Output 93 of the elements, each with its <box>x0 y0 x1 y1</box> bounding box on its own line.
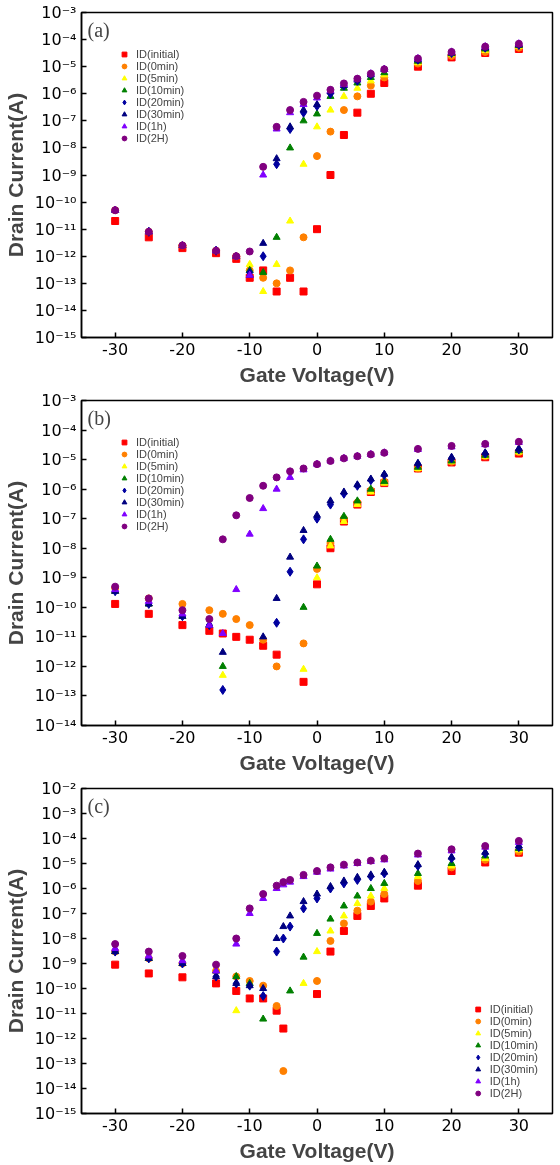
x-tick-label: -30 <box>102 727 129 747</box>
y-tick-label: 10⁻⁶ <box>41 84 77 104</box>
y-tick-label: 10⁻¹⁵ <box>34 1104 77 1123</box>
legend-label: ID(2H) <box>136 520 169 532</box>
legend-label: ID(2H) <box>136 132 169 144</box>
y-tick-label: 10⁻⁸ <box>41 929 77 948</box>
x-tick-label: -30 <box>102 1115 129 1135</box>
y-tick-label: 10⁻⁸ <box>41 538 77 558</box>
y-tick-label: 10⁻¹² <box>34 1029 77 1048</box>
y-tick-label: 10⁻⁴ <box>41 30 77 50</box>
y-tick-label: 10⁻⁹ <box>41 954 77 973</box>
x-tick-label: -20 <box>169 1115 196 1135</box>
y-tick-label: 10⁻¹³ <box>34 1054 77 1073</box>
x-tick-label: 20 <box>441 727 462 747</box>
y-tick-label: 10⁻¹² <box>34 656 77 676</box>
legend-label: ID(30min) <box>136 496 185 508</box>
y-tick-label: 10⁻⁷ <box>41 111 77 131</box>
legend-label: ID(1h) <box>136 120 167 132</box>
legend-label: ID(0min) <box>489 1015 532 1027</box>
x-tick-label: 30 <box>508 1115 530 1135</box>
legend-label: ID(30min) <box>489 1063 538 1075</box>
x-tick-label: -30 <box>102 339 129 359</box>
legend-label: ID(5min) <box>489 1027 532 1039</box>
y-tick-label: 10⁻¹¹ <box>34 1004 77 1023</box>
y-tick-label: 10⁻⁴ <box>41 829 77 848</box>
legend-label: ID(20min) <box>136 96 185 108</box>
y-tick-label: 10⁻² <box>41 779 77 798</box>
y-tick-label: 10⁻⁷ <box>41 509 77 529</box>
annotation: (c) <box>87 794 110 818</box>
legend-label: ID(initial) <box>136 436 180 448</box>
legend-label: ID(20min) <box>489 1051 538 1063</box>
x-tick-label: -20 <box>169 339 196 359</box>
x-tick-label: 0 <box>311 1115 323 1135</box>
y-axis-title: Drain Current(A) <box>3 92 27 258</box>
y-tick-label: 10⁻¹⁴ <box>34 300 77 320</box>
y-tick-label: 10⁻¹¹ <box>34 219 77 239</box>
y-tick-label: 10⁻¹⁵ <box>34 328 77 347</box>
annotation: (b) <box>87 406 111 430</box>
x-tick-label: -10 <box>236 727 263 747</box>
y-tick-label: 10⁻¹⁰ <box>34 597 77 617</box>
legend-label: ID(5min) <box>136 72 179 84</box>
y-tick-label: 10⁻⁵ <box>41 854 77 873</box>
y-axis-title: Drain Current(A) <box>3 868 27 1034</box>
x-tick-label: 0 <box>311 339 323 359</box>
legend-label: ID(initial) <box>489 1003 534 1015</box>
x-tick-label: 20 <box>441 1115 462 1135</box>
legend-label: ID(20min) <box>136 484 185 496</box>
legend-label: ID(30min) <box>136 108 185 120</box>
x-tick-label: 20 <box>441 339 462 359</box>
y-tick-label: 10⁻⁶ <box>41 479 77 499</box>
y-tick-label: 10⁻⁶ <box>41 879 77 898</box>
legend-label: ID(0min) <box>136 448 179 460</box>
legend-label: ID(1h) <box>136 508 167 520</box>
x-tick-label: -10 <box>236 1115 263 1135</box>
x-tick-label: 30 <box>508 727 530 747</box>
y-tick-label: 10⁻¹³ <box>34 273 77 293</box>
y-tick-label: 10⁻⁷ <box>41 904 77 923</box>
legend-label: ID(initial) <box>136 48 180 60</box>
legend-label: ID(1h) <box>489 1075 521 1087</box>
legend-label: ID(10min) <box>489 1039 538 1051</box>
y-tick-label: 10⁻¹⁴ <box>34 1079 77 1098</box>
x-axis-title: Gate Voltage(V) <box>239 362 395 386</box>
x-tick-label: 10 <box>374 727 395 747</box>
legend-label: ID(0min) <box>136 60 179 72</box>
y-tick-label: 10⁻⁹ <box>41 568 77 588</box>
y-axis-title: Drain Current(A) <box>3 480 27 646</box>
y-tick-label: 10⁻¹⁰ <box>34 192 77 212</box>
x-tick-label: -20 <box>169 727 196 747</box>
y-tick-label: 10⁻⁵ <box>41 57 77 77</box>
legend-label: ID(2H) <box>489 1087 523 1099</box>
x-tick-label: 0 <box>311 727 323 747</box>
x-tick-label: -10 <box>236 339 263 359</box>
legend-label: ID(10min) <box>136 472 185 484</box>
y-tick-label: 10⁻⁹ <box>41 165 77 185</box>
annotation: (a) <box>87 18 110 42</box>
y-tick-label: 10⁻³ <box>41 391 77 410</box>
y-tick-label: 10⁻³ <box>41 3 77 22</box>
y-tick-label: 10⁻¹⁰ <box>34 979 77 998</box>
y-tick-label: 10⁻⁸ <box>41 138 77 158</box>
legend-label: ID(5min) <box>136 460 179 472</box>
y-tick-label: 10⁻⁴ <box>41 420 77 440</box>
legend-label: ID(10min) <box>136 84 185 96</box>
x-tick-label: 10 <box>374 339 395 359</box>
y-tick-label: 10⁻⁵ <box>41 450 77 470</box>
x-tick-label: 30 <box>508 339 530 359</box>
x-tick-label: 10 <box>374 1115 395 1135</box>
y-tick-label: 10⁻¹⁴ <box>34 716 77 735</box>
y-tick-label: 10⁻¹² <box>34 246 77 266</box>
x-axis-title: Gate Voltage(V) <box>239 1138 395 1162</box>
x-axis-title: Gate Voltage(V) <box>239 750 395 774</box>
y-tick-label: 10⁻³ <box>41 804 77 823</box>
y-tick-label: 10⁻¹³ <box>34 686 77 706</box>
y-tick-label: 10⁻¹¹ <box>34 627 77 647</box>
